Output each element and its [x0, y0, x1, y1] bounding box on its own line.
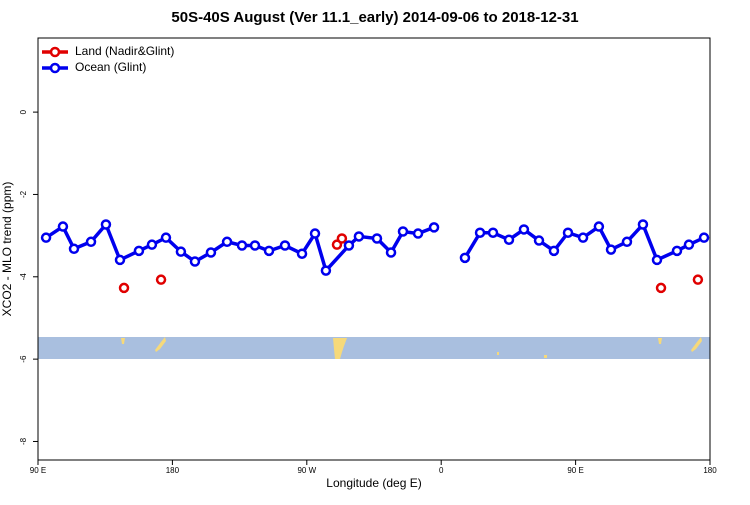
y-tick-label: -8: [19, 437, 28, 445]
legend-marker: [49, 62, 61, 74]
ocean-band: [38, 337, 710, 359]
data-point: [518, 224, 530, 235]
latitude-band-map: [38, 337, 710, 359]
x-tick-label: 180: [703, 466, 717, 475]
data-point: [651, 254, 663, 266]
data-point: [155, 274, 167, 285]
x-axis-label: Longitude (deg E): [326, 476, 421, 490]
legend-label: Ocean (Glint): [75, 60, 146, 74]
data-point: [371, 233, 383, 244]
data-point: [412, 228, 424, 239]
data-point: [189, 256, 201, 267]
data-point: [160, 232, 172, 243]
data-point: [85, 236, 97, 248]
x-tick-label: 90 E: [30, 466, 46, 475]
data-point: [336, 233, 348, 244]
data-point: [309, 228, 321, 239]
data-point: [249, 240, 261, 251]
y-tick-label: 0: [19, 109, 28, 114]
data-point: [279, 240, 291, 251]
data-point: [637, 219, 649, 230]
data-point: [593, 221, 605, 232]
data-point: [146, 239, 158, 250]
data-point: [503, 234, 515, 245]
data-point: [671, 245, 683, 257]
data-point: [428, 222, 440, 233]
data-point: [343, 240, 355, 251]
data-point: [577, 232, 589, 243]
data-point: [296, 248, 308, 259]
y-axis-label: XCO2 - MLO trend (ppm): [0, 182, 14, 317]
y-tick-label: -2: [19, 190, 28, 198]
data-point: [385, 247, 397, 258]
data-point: [320, 265, 332, 276]
chart-title: 50S-40S August (Ver 11.1_early) 2014-09-…: [171, 9, 578, 26]
y-tick-label: -6: [19, 355, 28, 363]
data-point: [397, 226, 409, 237]
data-point: [57, 221, 69, 232]
data-point: [548, 245, 560, 257]
x-tick-label: 90 E: [567, 466, 583, 475]
data-point: [487, 227, 499, 238]
data-point: [698, 232, 710, 243]
data-point: [692, 274, 704, 285]
legend-label: Land (Nadir&Glint): [75, 44, 174, 58]
y-tick-label: -4: [19, 273, 28, 281]
data-point: [621, 236, 633, 248]
x-tick-label: 0: [439, 466, 444, 475]
data-point: [175, 246, 187, 257]
data-point: [459, 252, 471, 264]
data-point: [605, 244, 617, 255]
x-tick-label: 180: [166, 466, 180, 475]
data-point: [655, 282, 667, 294]
data-point: [562, 227, 574, 238]
data-point: [205, 247, 217, 258]
data-point: [683, 239, 695, 250]
legend-marker: [49, 46, 61, 58]
data-point: [263, 245, 275, 257]
data-point: [236, 240, 248, 251]
x-tick-label: 90 W: [297, 466, 316, 475]
plot-frame: [37, 37, 711, 461]
data-point: [100, 219, 112, 230]
data-point: [353, 231, 365, 242]
data-point: [118, 282, 130, 294]
data-point: [40, 232, 52, 243]
data-point: [221, 236, 233, 248]
data-point: [114, 254, 126, 266]
data-point: [474, 227, 486, 238]
data-point: [68, 243, 80, 255]
data-point: [533, 235, 545, 246]
data-point: [133, 245, 145, 257]
